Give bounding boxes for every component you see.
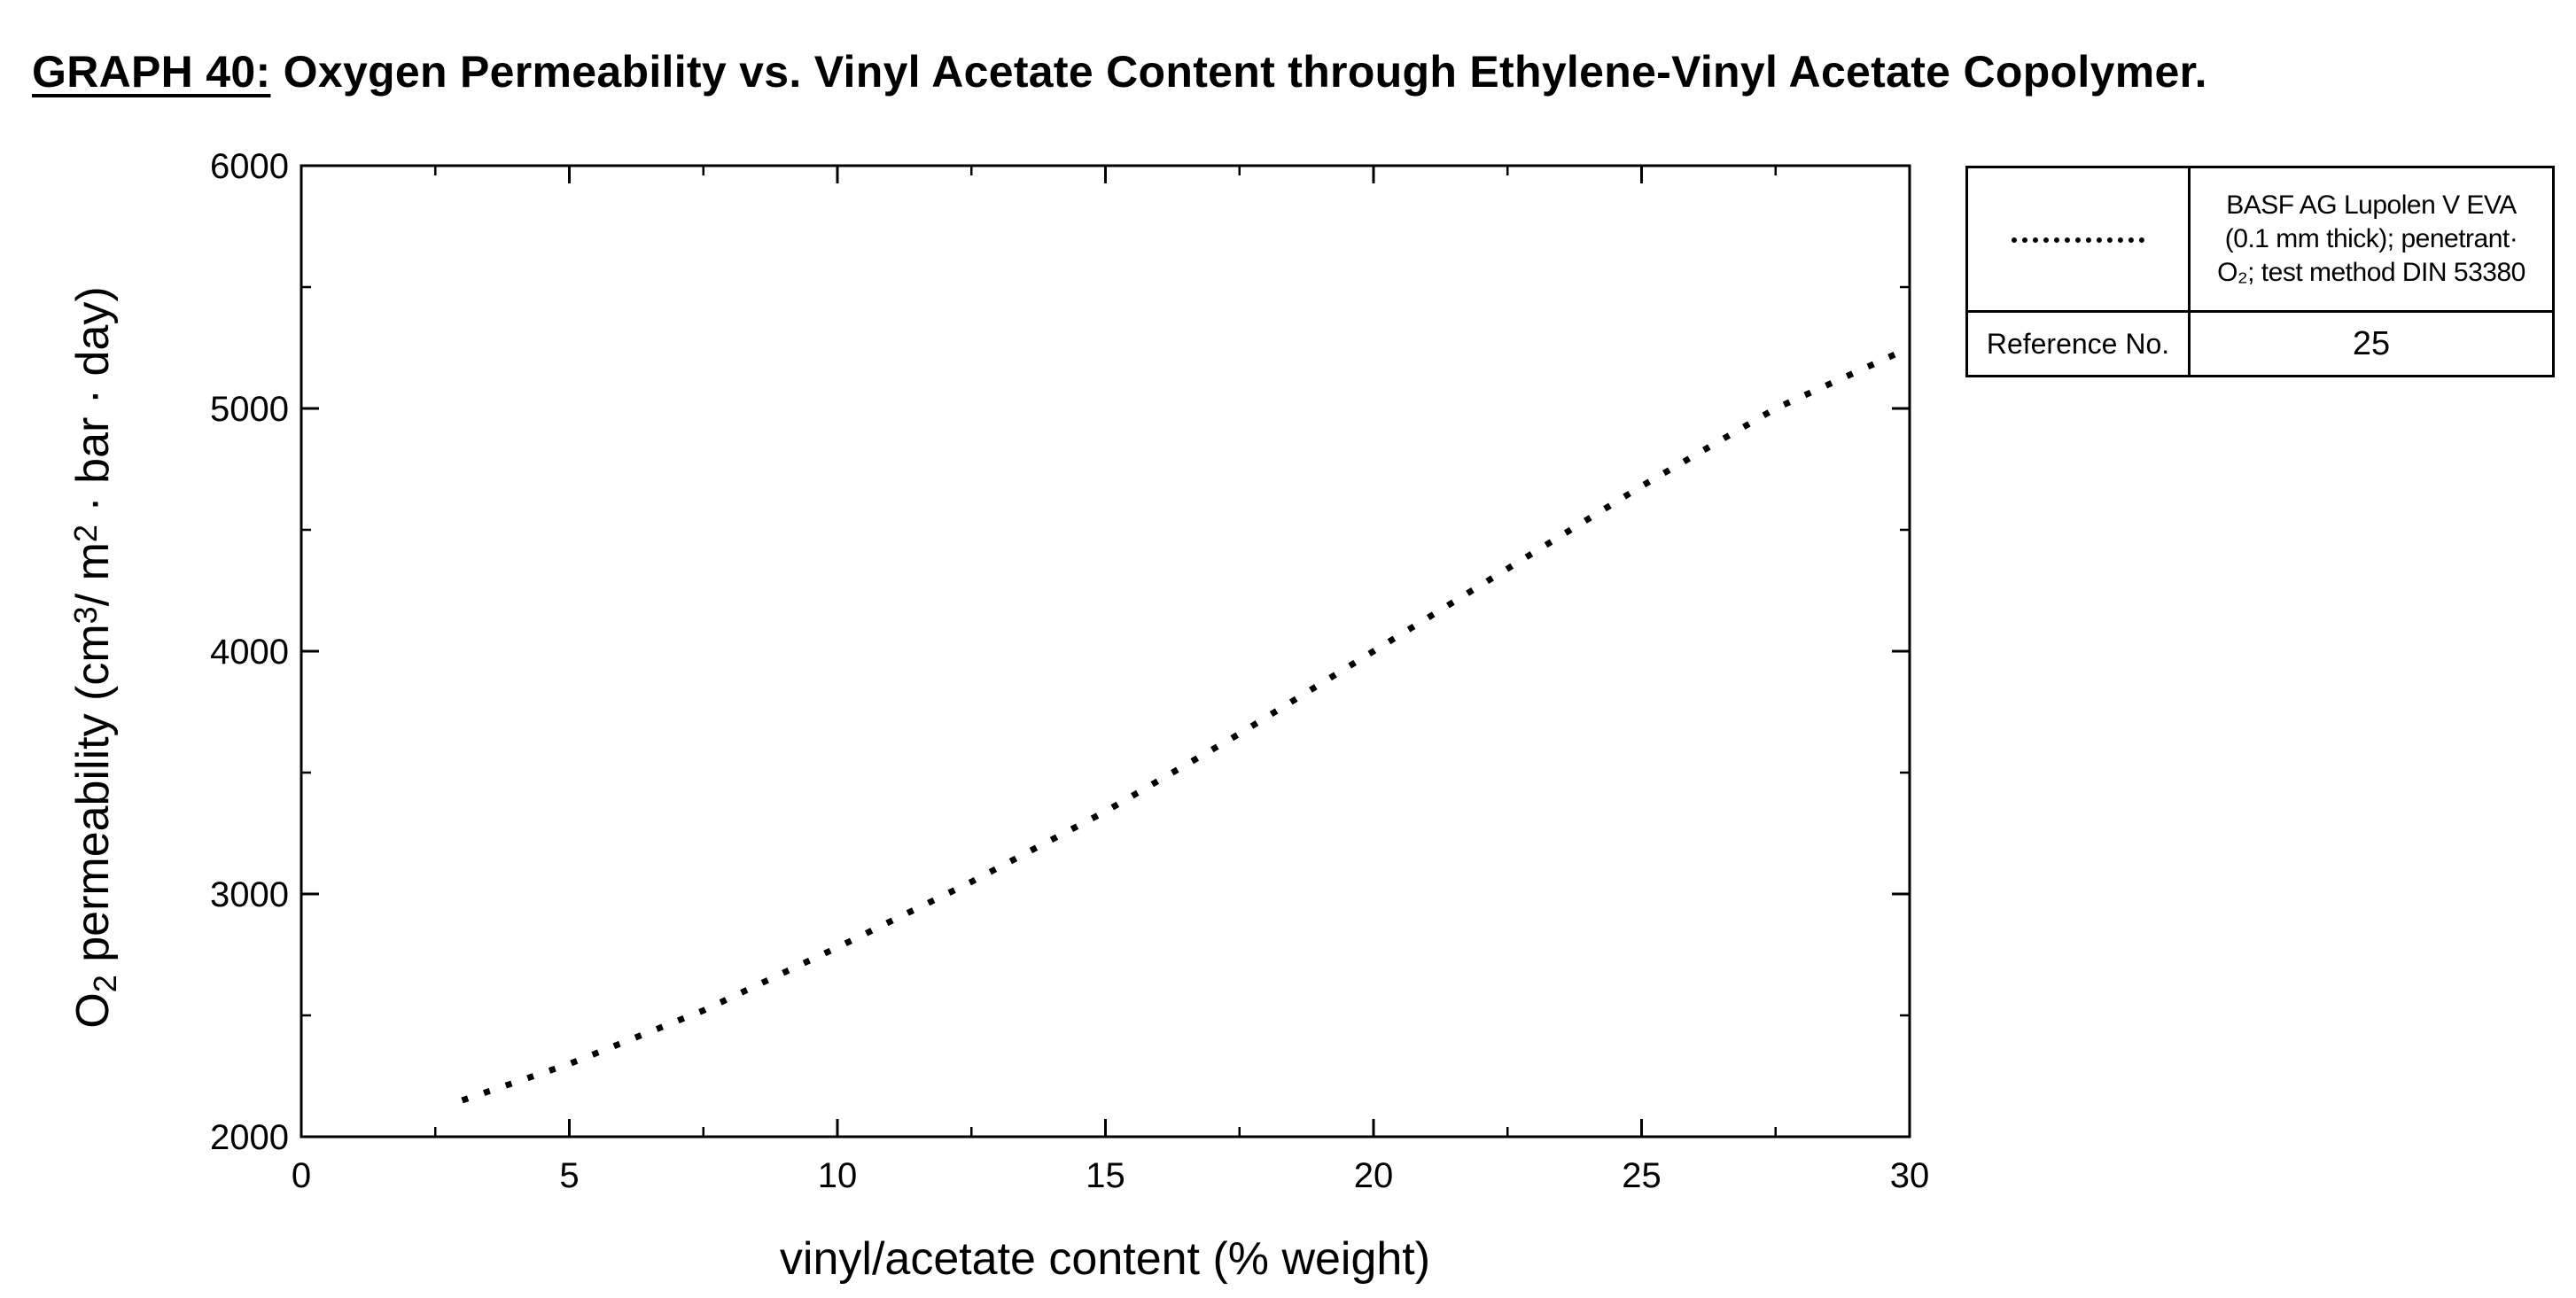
graph-number: GRAPH 40:: [32, 47, 271, 97]
y-axis-label-text: O2 permeability (cm3/ m2 · bar · day): [67, 286, 123, 1028]
y-axis-label-part: 3: [67, 606, 104, 624]
y-axis-label-part: 2: [87, 975, 123, 992]
data-point: [1898, 352, 1899, 353]
legend-description: BASF AG Lupolen V EVA (0.1 mm thick); pe…: [2188, 166, 2555, 313]
y-axis-label-part: O: [67, 992, 119, 1028]
y-axis-label: O2 permeability (cm3/ m2 · bar · day): [67, 286, 123, 1028]
data-point: [1775, 408, 1776, 409]
legend-description-line: O₂; test method DIN 53380: [2217, 258, 2525, 287]
y-axis-label-part: / m: [67, 542, 119, 606]
y-axis-label-part: permeability (cm: [67, 624, 119, 975]
y-tick-label: 5000: [210, 390, 289, 429]
legend-line-sample: [1965, 166, 2191, 313]
chart-title: GRAPH 40: Oxygen Permeability vs. Vinyl …: [32, 46, 2207, 97]
x-tick-label: 15: [1086, 1156, 1125, 1195]
y-tick-label: 4000: [210, 633, 289, 672]
y-tick-label: 2000: [210, 1118, 289, 1157]
y-axis-label-part: 2: [67, 525, 104, 542]
chart-title-text: Oxygen Permeability vs. Vinyl Acetate Co…: [283, 47, 2207, 97]
x-tick-label: 20: [1354, 1156, 1394, 1195]
x-tick-label: 5: [559, 1156, 579, 1195]
x-axis: 0 5 10 15 20 25 30: [292, 166, 1929, 1195]
x-tick-label: 10: [818, 1156, 858, 1195]
y-tick-label: 6000: [210, 147, 289, 186]
x-tick-label: 30: [1890, 1156, 1930, 1195]
series-lupolen-eva: [461, 349, 1901, 1104]
x-tick-label: 25: [1622, 1156, 1662, 1195]
data-point: [837, 947, 838, 948]
data-point: [1105, 811, 1106, 812]
plot-frame: [300, 164, 1911, 1139]
dotted-line-swatch: [2012, 237, 2144, 243]
y-tick-label: 3000: [210, 875, 289, 914]
x-axis-label: vinyl/acetate content (% weight): [780, 1233, 1430, 1285]
x-tick-label: 0: [292, 1156, 311, 1195]
y-axis: 2000 3000 4000 5000 6000: [210, 147, 1910, 1157]
data-point: [569, 1063, 570, 1064]
series-line: [461, 349, 1901, 1104]
y-axis-label-part: · bar · day): [67, 286, 119, 525]
reference-number: 25: [2188, 310, 2555, 377]
plot-axes: [300, 164, 1911, 1139]
legend-table: BASF AG Lupolen V EVA (0.1 mm thick); pe…: [1965, 166, 2555, 377]
reference-label: Reference No.: [1965, 310, 2191, 377]
legend-description-line: (0.1 mm thick); penetrant·: [2224, 224, 2518, 253]
legend-description-line: BASF AG Lupolen V EVA: [2226, 190, 2517, 220]
